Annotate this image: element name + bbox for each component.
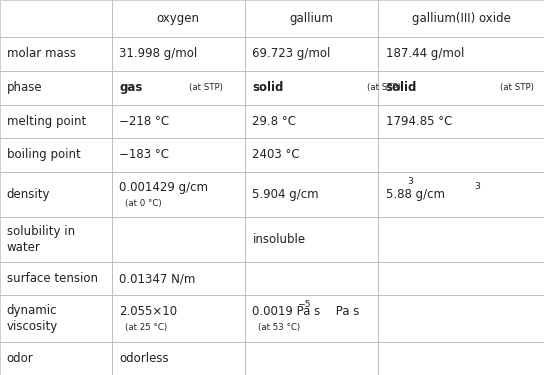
Text: 2.055×10: 2.055×10 [119,305,177,318]
Bar [245,262,378,296]
Bar [245,296,378,342]
Text: −218 °C: −218 °C [119,115,169,128]
Bar [112,71,245,105]
Text: 0.001429 g/cm: 0.001429 g/cm [119,181,208,194]
Text: −183 °C: −183 °C [119,148,169,161]
Text: 0.01347 N/m: 0.01347 N/m [119,272,195,285]
Bar [112,342,245,375]
Bar [0,296,112,342]
Text: gallium: gallium [289,12,333,25]
Bar [0,138,112,172]
Bar [378,172,544,217]
Bar [112,172,245,217]
Text: 29.8 °C: 29.8 °C [252,115,296,128]
Text: (at STP): (at STP) [500,83,534,92]
Text: 3: 3 [407,177,413,186]
Bar [245,138,378,172]
Text: odorless: odorless [119,352,169,365]
Text: dynamic
viscosity: dynamic viscosity [7,304,58,333]
Text: (at 0 °C): (at 0 °C) [125,199,161,208]
Bar [112,296,245,342]
Bar [378,342,544,375]
Bar [378,0,544,37]
Bar [112,138,245,172]
Text: 187.44 g/mol: 187.44 g/mol [386,48,464,60]
Bar [0,342,112,375]
Text: 3: 3 [474,182,480,190]
Bar [245,105,378,138]
Text: 1794.85 °C: 1794.85 °C [386,115,452,128]
Text: 0.0019 Pa s: 0.0019 Pa s [252,305,320,318]
Text: odor: odor [7,352,33,365]
Bar [378,217,544,262]
Bar [245,37,378,71]
Text: solid: solid [386,81,417,94]
Text: oxygen: oxygen [157,12,200,25]
Text: molar mass: molar mass [7,48,76,60]
Bar [245,0,378,37]
Bar [0,71,112,105]
Bar [0,217,112,262]
Text: 69.723 g/mol: 69.723 g/mol [252,48,331,60]
Bar [378,71,544,105]
Bar [0,262,112,296]
Text: gas: gas [119,81,143,94]
Bar [245,342,378,375]
Bar [0,105,112,138]
Text: (at STP): (at STP) [189,83,223,92]
Text: phase: phase [7,81,42,94]
Text: solubility in
water: solubility in water [7,225,75,254]
Bar [112,0,245,37]
Text: 5.88 g/cm: 5.88 g/cm [386,188,444,201]
Bar [112,217,245,262]
Text: insoluble: insoluble [252,233,306,246]
Bar [112,262,245,296]
Bar [245,172,378,217]
Text: 2403 °C: 2403 °C [252,148,300,161]
Bar [112,37,245,71]
Text: (at STP): (at STP) [367,83,400,92]
Bar [112,105,245,138]
Text: gallium(III) oxide: gallium(III) oxide [412,12,510,25]
Bar [378,262,544,296]
Bar [378,105,544,138]
Text: (at 53 °C): (at 53 °C) [258,323,300,332]
Text: −5: −5 [296,300,310,309]
Bar [245,71,378,105]
Text: Pa s: Pa s [332,305,359,318]
Text: melting point: melting point [7,115,86,128]
Text: 31.998 g/mol: 31.998 g/mol [119,48,197,60]
Text: boiling point: boiling point [7,148,81,161]
Bar [378,138,544,172]
Bar [0,37,112,71]
Text: solid: solid [252,81,284,94]
Text: surface tension: surface tension [7,272,97,285]
Bar [0,172,112,217]
Bar [245,217,378,262]
Bar [0,0,112,37]
Text: density: density [7,188,50,201]
Text: (at 25 °C): (at 25 °C) [125,323,166,332]
Bar [378,37,544,71]
Text: 5.904 g/cm: 5.904 g/cm [252,188,319,201]
Bar [378,296,544,342]
